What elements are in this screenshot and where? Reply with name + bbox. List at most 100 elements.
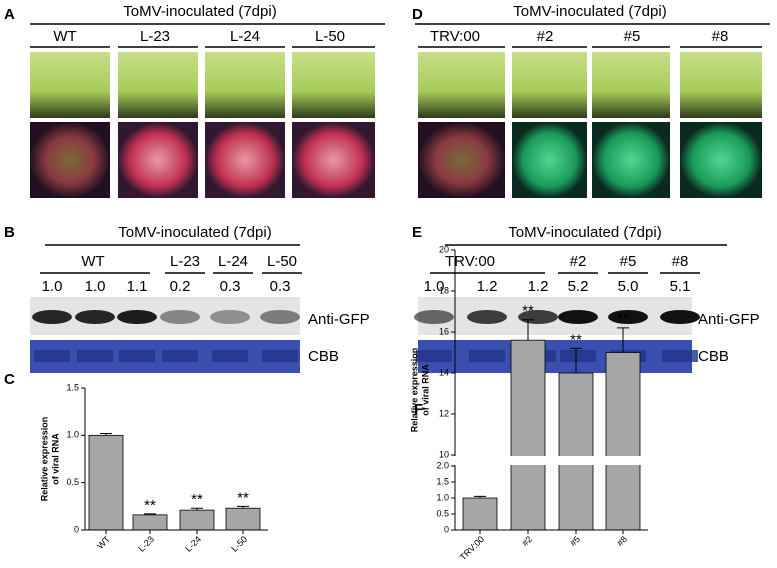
leaf-photo <box>118 52 198 118</box>
leaf-photo <box>512 52 587 118</box>
cbb-band <box>560 350 596 362</box>
x-tick-label: TRV:00 <box>458 534 486 562</box>
bar <box>558 372 594 531</box>
cbb-band <box>212 350 248 362</box>
significance: ** <box>144 497 156 514</box>
blot <box>30 297 300 335</box>
band-ratio: 0.2 <box>170 278 191 295</box>
panel-letter: D <box>412 6 423 23</box>
band <box>260 310 300 324</box>
leaf-photo <box>592 52 670 118</box>
x-tick-label: #5 <box>568 534 582 548</box>
uv-photo <box>30 122 110 198</box>
band <box>414 310 454 324</box>
panel-letter: B <box>4 224 15 241</box>
y-tick-label: 20 <box>439 244 449 254</box>
bar <box>179 509 215 531</box>
error-bar <box>144 513 156 515</box>
y-axis-label: Relative expression <box>39 417 49 502</box>
row-label: CBB <box>308 348 339 365</box>
x-tick-label: L-24 <box>183 534 203 554</box>
y-axis-label: of viral RNA <box>420 364 430 416</box>
group-label: #5 <box>620 253 637 270</box>
panel-letter: E <box>412 224 422 241</box>
panel-title: ToMV-inoculated (7dpi) <box>123 3 276 20</box>
y-tick-label: 18 <box>439 285 449 295</box>
band-ratio: 1.0 <box>85 278 106 295</box>
bar <box>88 434 124 531</box>
error-bar <box>474 495 486 498</box>
y-tick-label: 1.5 <box>66 382 79 392</box>
row-label: Anti-GFP <box>698 311 760 328</box>
band-ratio: 1.2 <box>528 278 549 295</box>
cbb-band <box>416 350 452 362</box>
band-ratio: 1.2 <box>477 278 498 295</box>
uv-photo <box>680 122 762 198</box>
row-label: CBB <box>698 348 729 365</box>
y-tick-label: 16 <box>439 326 449 336</box>
cbb-band <box>469 350 505 362</box>
band <box>608 310 648 324</box>
cbb-band <box>262 350 298 362</box>
panel-letter: A <box>4 6 15 23</box>
column-label: #5 <box>624 28 641 45</box>
error-bar <box>191 507 203 511</box>
bar <box>605 352 641 531</box>
leaf-photo <box>680 52 762 118</box>
column-label: WT <box>53 28 76 45</box>
bar <box>132 514 168 531</box>
panel-letter: F <box>414 401 423 418</box>
panel-title: ToMV-inoculated (7dpi) <box>118 224 271 241</box>
x-tick-label: L-50 <box>229 534 249 554</box>
x-tick-label: #8 <box>615 534 629 548</box>
cbb-band <box>119 350 155 362</box>
cbb-band <box>34 350 70 362</box>
cbb-band <box>77 350 113 362</box>
column-label: TRV:00 <box>430 28 480 45</box>
error-bar <box>237 505 249 509</box>
band-ratio: 0.3 <box>220 278 241 295</box>
error-bar <box>570 347 582 373</box>
row-label: Anti-GFP <box>308 311 370 328</box>
y-tick-label: 14 <box>439 367 449 377</box>
y-tick-label: 1.5 <box>436 476 449 486</box>
band-ratio: 1.0 <box>424 278 445 295</box>
group-label: #2 <box>570 253 587 270</box>
error-bar <box>522 319 534 341</box>
y-tick-label: 10 <box>439 449 449 459</box>
significance: ** <box>570 331 582 348</box>
axis-break <box>449 456 649 465</box>
band-ratio: 1.0 <box>42 278 63 295</box>
x-tick-label: L-23 <box>136 534 156 554</box>
band <box>467 310 507 324</box>
band <box>210 310 250 324</box>
band <box>117 310 157 324</box>
leaf-photo <box>292 52 375 118</box>
uv-photo <box>292 122 375 198</box>
y-tick-label: 1.0 <box>66 430 79 440</box>
band-ratio: 1.1 <box>127 278 148 295</box>
band-ratio: 0.3 <box>270 278 291 295</box>
y-tick-label: 12 <box>439 408 449 418</box>
x-tick-label: #2 <box>520 534 534 548</box>
uv-photo <box>118 122 198 198</box>
cbb-band <box>662 350 698 362</box>
column-label: L-24 <box>230 28 260 45</box>
column-label: L-23 <box>140 28 170 45</box>
band-ratio: 5.2 <box>568 278 589 295</box>
band <box>558 310 598 324</box>
cbb-band <box>162 350 198 362</box>
significance: ** <box>617 311 629 328</box>
leaf-photo <box>30 52 110 118</box>
uv-photo <box>205 122 285 198</box>
error-bar <box>617 327 629 353</box>
leaf-photo <box>205 52 285 118</box>
y-tick-label: 0 <box>74 524 79 534</box>
group-label: L-23 <box>170 253 200 270</box>
group-label: #8 <box>672 253 689 270</box>
y-tick-label: 0 <box>444 524 449 534</box>
y-tick-label: 1.0 <box>436 492 449 502</box>
band <box>660 310 700 324</box>
significance: ** <box>522 303 534 320</box>
group-label: WT <box>81 253 104 270</box>
